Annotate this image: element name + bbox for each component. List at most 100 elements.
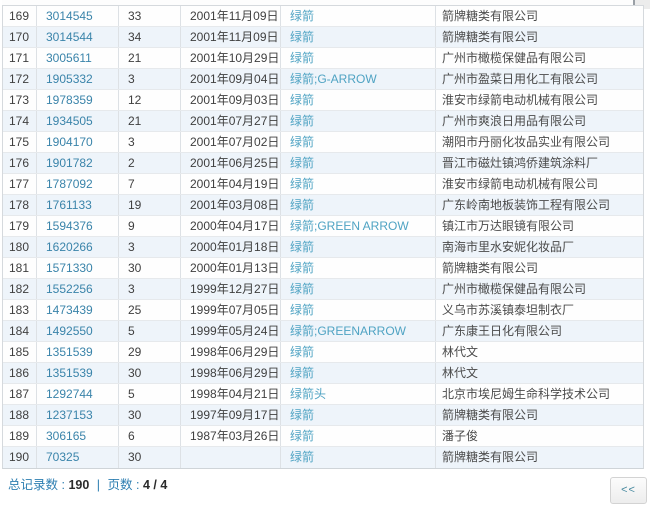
date-cell: 2001年09月04日: [181, 69, 281, 89]
table-row: 173 1978359 12 2001年09月03日 绿箭 淮安市绿箭电动机械有限公司: [3, 90, 643, 111]
class-cell: 5: [119, 321, 181, 341]
date-cell: 2001年07月27日: [181, 111, 281, 131]
trademark-link[interactable]: 绿箭: [281, 426, 436, 446]
trademark-link[interactable]: 绿箭;GREEN ARROW: [281, 216, 436, 236]
table-row: 181 1571330 30 2000年01月13日 绿箭 箭牌糖类有限公司: [3, 258, 643, 279]
trademark-link[interactable]: 绿箭: [281, 279, 436, 299]
reg-number-link[interactable]: 1571330: [37, 258, 119, 278]
date-cell: 2000年01月18日: [181, 237, 281, 257]
row-number-cell: 184: [3, 321, 37, 341]
row-number-cell: 177: [3, 174, 37, 194]
reg-number-link[interactable]: 1934505: [37, 111, 119, 131]
reg-number-link[interactable]: 3014544: [37, 27, 119, 47]
row-number-cell: 176: [3, 153, 37, 173]
row-number-cell: 174: [3, 111, 37, 131]
class-cell: 21: [119, 48, 181, 68]
reg-number-link[interactable]: 1492550: [37, 321, 119, 341]
reg-number-link[interactable]: 1473439: [37, 300, 119, 320]
applicant-cell: 林代文: [442, 345, 479, 359]
reg-number-link[interactable]: 1552256: [37, 279, 119, 299]
trademark-link[interactable]: 绿箭: [281, 6, 436, 26]
date-cell: 2001年06月25日: [181, 153, 281, 173]
trademark-link[interactable]: 绿箭: [281, 195, 436, 215]
table-row: 177 1787092 7 2001年04月19日 绿箭 淮安市绿箭电动机械有限公司: [3, 174, 643, 195]
date-cell: 1998年04月21日: [181, 384, 281, 404]
reg-number-link[interactable]: 1351539: [37, 363, 119, 383]
row-number-cell: 186: [3, 363, 37, 383]
reg-number-link[interactable]: 1761133: [37, 195, 119, 215]
trademark-link[interactable]: 绿箭: [281, 153, 436, 173]
class-cell: 30: [119, 258, 181, 278]
reg-number-link[interactable]: 1978359: [37, 90, 119, 110]
class-cell: 29: [119, 342, 181, 362]
row-number-cell: 189: [3, 426, 37, 446]
table-row: 170 3014544 34 2001年11月09日 绿箭 箭牌糖类有限公司: [3, 27, 643, 48]
table-row: 189 306165 6 1987年03月26日 绿箭 潘子俊: [3, 426, 643, 447]
date-cell: 1998年06月29日: [181, 342, 281, 362]
reg-number-link[interactable]: 1594376: [37, 216, 119, 236]
reg-number-link[interactable]: 1901782: [37, 153, 119, 173]
applicant-cell: 箭牌糖类有限公司: [442, 30, 539, 44]
class-cell: 33: [119, 6, 181, 26]
trademark-link[interactable]: 绿箭: [281, 258, 436, 278]
applicant-cell: 广州市橄榄保健品有限公司: [442, 51, 587, 65]
reg-number-link[interactable]: 1351539: [37, 342, 119, 362]
reg-number-link[interactable]: 1905332: [37, 69, 119, 89]
first-page-button[interactable]: <<: [610, 477, 647, 504]
trademark-results-table: 169 3014545 33 2001年11月09日 绿箭 箭牌糖类有限公司 170 3014…: [2, 5, 644, 469]
applicant-cell: 广州市盈菜日用化工有限公司: [442, 72, 599, 86]
date-cell: 2000年01月13日: [181, 258, 281, 278]
trademark-link[interactable]: 绿箭: [281, 447, 436, 468]
trademark-link[interactable]: 绿箭: [281, 237, 436, 257]
table-row: 185 1351539 29 1998年06月29日 绿箭 林代文: [3, 342, 643, 363]
reg-number-link[interactable]: 1904170: [37, 132, 119, 152]
class-cell: 7: [119, 174, 181, 194]
reg-number-link[interactable]: 1787092: [37, 174, 119, 194]
trademark-link[interactable]: 绿箭: [281, 111, 436, 131]
reg-number-link[interactable]: 1237153: [37, 405, 119, 425]
applicant-cell: 箭牌糖类有限公司: [442, 261, 539, 275]
class-cell: 5: [119, 384, 181, 404]
class-cell: 2: [119, 153, 181, 173]
table-row: 183 1473439 25 1999年07月05日 绿箭 义乌市苏溪镇泰坦制衣厂: [3, 300, 643, 321]
trademark-link[interactable]: 绿箭;GREENARROW: [281, 321, 436, 341]
class-cell: 12: [119, 90, 181, 110]
table-row: 184 1492550 5 1999年05月24日 绿箭;GREENARROW 广东康王日…: [3, 321, 643, 342]
table-row: 176 1901782 2 2001年06月25日 绿箭 晋江市磁灶镇鸿侨建筑涂料厂: [3, 153, 643, 174]
trademark-link[interactable]: 绿箭: [281, 174, 436, 194]
applicant-cell: 淮安市绿箭电动机械有限公司: [442, 93, 599, 107]
row-number-cell: 178: [3, 195, 37, 215]
class-cell: 3: [119, 132, 181, 152]
class-cell: 25: [119, 300, 181, 320]
reg-number-link[interactable]: 3014545: [37, 6, 119, 26]
trademark-link[interactable]: 绿箭头: [281, 384, 436, 404]
trademark-link[interactable]: 绿箭: [281, 363, 436, 383]
row-number-cell: 173: [3, 90, 37, 110]
date-cell: 1999年12月27日: [181, 279, 281, 299]
row-number-cell: 187: [3, 384, 37, 404]
reg-number-link[interactable]: 306165: [37, 426, 119, 446]
trademark-link[interactable]: 绿箭: [281, 342, 436, 362]
applicant-cell: 箭牌糖类有限公司: [442, 450, 539, 464]
date-cell: 2001年11月09日: [181, 27, 281, 47]
trademark-link[interactable]: 绿箭: [281, 48, 436, 68]
trademark-link[interactable]: 绿箭: [281, 90, 436, 110]
class-cell: 6: [119, 426, 181, 446]
reg-number-link[interactable]: 70325: [37, 447, 119, 468]
date-cell: 2001年09月03日: [181, 90, 281, 110]
trademark-link[interactable]: 绿箭: [281, 300, 436, 320]
trademark-link[interactable]: 绿箭: [281, 132, 436, 152]
reg-number-link[interactable]: 1292744: [37, 384, 119, 404]
trademark-link[interactable]: 绿箭: [281, 27, 436, 47]
row-number-cell: 180: [3, 237, 37, 257]
trademark-link[interactable]: 绿箭: [281, 405, 436, 425]
class-cell: 34: [119, 27, 181, 47]
reg-number-link[interactable]: 3005611: [37, 48, 119, 68]
applicant-cell: 镇江市万达眼镜有限公司: [442, 219, 575, 233]
page-count-label: 页数 :: [107, 478, 140, 492]
class-cell: 3: [119, 279, 181, 299]
trademark-link[interactable]: 绿箭;G-ARROW: [281, 69, 436, 89]
row-number-cell: 179: [3, 216, 37, 236]
reg-number-link[interactable]: 1620266: [37, 237, 119, 257]
